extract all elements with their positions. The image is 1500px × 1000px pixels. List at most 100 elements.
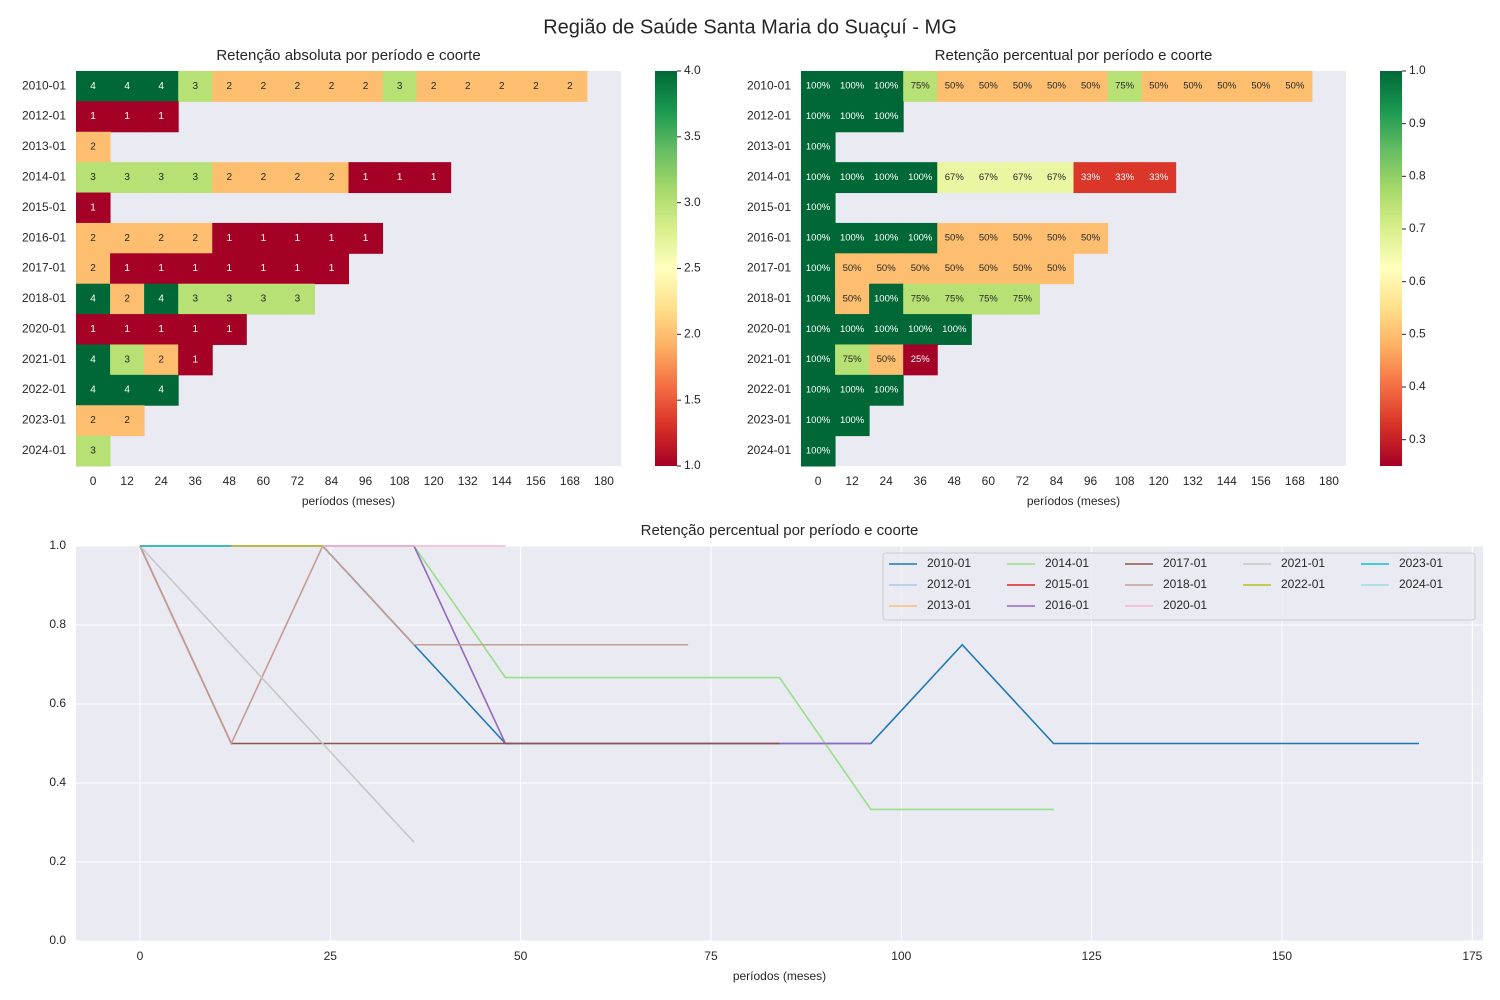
heatmap-cell	[1005, 162, 1040, 194]
heatmap-cell	[76, 192, 111, 224]
cell-label: 2	[261, 172, 267, 183]
x-tick-label: 48	[948, 474, 962, 488]
heatmap-cell	[801, 162, 836, 194]
x-tick-label: 36	[914, 474, 928, 488]
colorbar-tick-label: 1.5	[684, 392, 701, 406]
heatmap-cell	[835, 344, 870, 376]
cell-label: 50%	[1183, 81, 1203, 92]
cell-label: 100%	[806, 81, 831, 92]
heatmap-cell	[178, 71, 213, 102]
cell-label: 50%	[945, 81, 965, 92]
cell-label: 3	[192, 172, 198, 183]
heatmap-cell	[110, 101, 145, 133]
heatmap-cell	[801, 192, 836, 224]
heatmap-cell	[835, 314, 870, 345]
cell-label: 50%	[843, 263, 863, 274]
x-tick-label: 108	[390, 474, 410, 488]
cell-label: 2	[227, 172, 233, 183]
cell-label: 1	[158, 324, 164, 335]
heatmap-cell	[144, 71, 179, 102]
x-tick-label: 168	[560, 474, 580, 488]
cell-label: 33%	[1115, 172, 1135, 183]
figure-title: Região de Saúde Santa Maria do Suaçuí - …	[543, 16, 957, 38]
colorbar-tick-label: 0.7	[1409, 221, 1426, 235]
cell-label: 50%	[1081, 233, 1101, 244]
x-tick-label: 12	[120, 474, 134, 488]
cell-label: 100%	[806, 202, 831, 213]
heatmap-cell	[246, 162, 281, 194]
cell-label: 50%	[945, 233, 965, 244]
heatmap-cell	[835, 374, 870, 406]
heatmap-cell	[869, 222, 904, 254]
heatmap-cell	[314, 222, 349, 254]
cell-label: 33%	[1149, 172, 1169, 183]
heatmap-cell	[1039, 162, 1074, 194]
cell-label: 100%	[874, 293, 899, 304]
heatmap-cell	[1005, 222, 1040, 254]
cell-label: 67%	[1047, 172, 1067, 183]
cell-label: 50%	[945, 263, 965, 274]
cell-label: 3	[90, 172, 96, 183]
heatmap-cell	[212, 71, 247, 102]
heatmap-cell	[382, 71, 418, 102]
y-tick-label: 2024-01	[22, 443, 66, 457]
cell-label: 1	[192, 263, 198, 274]
heatmap-cell	[869, 162, 904, 194]
heatmap-cell	[1209, 71, 1245, 102]
heatmap-cell	[937, 314, 972, 345]
legend-label: 2023-01	[1399, 556, 1443, 570]
heatmap-cell	[1005, 283, 1040, 315]
y-tick-label: 2020-01	[22, 321, 66, 335]
cell-label: 2	[90, 233, 96, 244]
y-tick-label: 2016-01	[747, 230, 791, 244]
cell-label: 100%	[806, 172, 831, 183]
cell-label: 100%	[840, 415, 865, 426]
heatmap-cell	[1039, 71, 1074, 102]
y-tick-label: 2021-01	[22, 352, 66, 366]
y-tick-label: 2021-01	[747, 352, 791, 366]
heatmap-cell	[835, 253, 870, 285]
heatmap-cell	[937, 253, 972, 285]
cell-label: 33%	[1081, 172, 1101, 183]
colorbar-tick-label: 2.5	[684, 261, 701, 275]
cell-label: 50%	[979, 263, 999, 274]
x-tick-label: 132	[1183, 474, 1203, 488]
cell-label: 2	[329, 81, 335, 92]
heatmap-cell	[144, 344, 179, 376]
y-tick-label: 2022-01	[747, 382, 791, 396]
legend-label: 2014-01	[1045, 556, 1089, 570]
cell-label: 100%	[874, 111, 899, 122]
heatmap-cell	[801, 101, 836, 133]
heatmap-cell	[835, 71, 870, 102]
x-tick-label: 108	[1115, 474, 1135, 488]
cell-label: 2	[533, 81, 539, 92]
cell-label: 100%	[908, 233, 933, 244]
y-tick-label: 0.0	[49, 933, 66, 947]
heatmap-cell	[801, 435, 836, 467]
cell-label: 1	[227, 324, 233, 335]
heatmap-cell	[1277, 71, 1313, 102]
cell-label: 50%	[877, 263, 897, 274]
cell-label: 50%	[1081, 81, 1101, 92]
heatmap-cell	[144, 162, 179, 194]
cell-label: 100%	[874, 385, 899, 396]
heatmap-cell	[869, 253, 904, 285]
cell-label: 100%	[806, 324, 831, 335]
x-tick-label: 60	[982, 474, 996, 488]
legend-label: 2020-01	[1163, 598, 1207, 612]
heatmap-cell	[835, 283, 870, 315]
cell-label: 50%	[1013, 233, 1033, 244]
x-tick-label: 25	[324, 949, 338, 963]
heatmap-cell	[110, 222, 145, 254]
heatmap-cell	[1073, 162, 1109, 194]
cell-label: 2	[192, 233, 198, 244]
cell-label: 100%	[874, 81, 899, 92]
heatmap-cell	[76, 344, 111, 376]
heatmap-cell	[450, 71, 486, 102]
heatmap-cell	[937, 222, 972, 254]
cell-label: 3	[261, 294, 267, 305]
cell-label: 3	[192, 81, 198, 92]
cell-label: 4	[158, 385, 164, 396]
heatmap-cell	[212, 314, 247, 345]
colorbar-tick-label: 0.3	[1409, 432, 1426, 446]
